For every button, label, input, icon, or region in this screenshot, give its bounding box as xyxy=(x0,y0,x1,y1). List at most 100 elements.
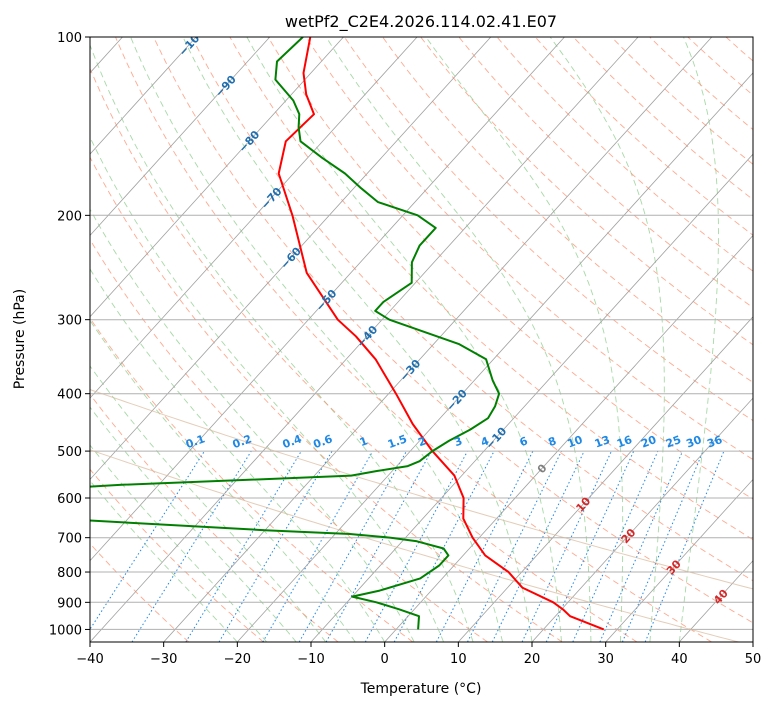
x-tick-label: −20 xyxy=(224,652,251,667)
mixing-ratio-line xyxy=(218,450,333,642)
y-axis-label: Pressure (hPa) xyxy=(12,289,28,389)
dry-adiabat-line xyxy=(90,393,339,642)
skewed-isotherms xyxy=(90,37,753,642)
mixing-ratio-lines xyxy=(90,450,725,642)
moist-adiabat-line xyxy=(325,37,592,642)
mixing-ratio-line xyxy=(545,450,635,642)
mixing-ratio-label: 25 xyxy=(664,433,683,450)
mixing-ratio-label: 2 xyxy=(416,434,428,449)
isotherm-line xyxy=(458,316,753,642)
temperature-profile-line xyxy=(277,37,605,631)
x-axis-ticks: −40 −30 −20 −10 0 10 20 30 40 50 xyxy=(76,642,761,667)
outer-adiabat-line xyxy=(90,389,753,590)
y-tick-label: 200 xyxy=(57,209,82,224)
outer-adiabat-line xyxy=(90,449,739,642)
dry-adiabat-line xyxy=(90,468,264,642)
mixing-ratio-line xyxy=(491,450,585,642)
x-tick-label: 10 xyxy=(450,652,467,667)
mixing-ratio-label: 30 xyxy=(684,433,703,451)
moist-adiabat-line xyxy=(425,37,624,642)
plot-area: −100−90−80−70−60−50−40−30−20−10010203040… xyxy=(90,37,753,642)
dry-adiabat-line xyxy=(90,542,190,642)
x-tick-label: 0 xyxy=(381,652,389,667)
mixing-ratio-line xyxy=(185,450,302,642)
isotherm-line xyxy=(90,37,492,481)
moist-adiabat-line xyxy=(90,444,268,642)
mixing-ratio-label: 1.5 xyxy=(386,432,409,451)
moist-adiabat-line xyxy=(90,319,356,642)
isotherm-line xyxy=(90,37,271,237)
y-tick-label: 900 xyxy=(57,596,82,611)
mixing-ratio-labels: 0.1 0.2 0.4 0.6 1 1.5 2 3 4 6 8 10 13 16 20 25 30 36 xyxy=(184,432,725,451)
dry-adiabat-line xyxy=(267,37,753,500)
isotherm-line xyxy=(90,37,639,642)
mixing-ratio-label: 1 xyxy=(358,434,370,449)
mixing-ratio-line xyxy=(364,450,468,642)
dry-adiabat-line xyxy=(305,37,753,461)
isotherm-line xyxy=(605,478,753,642)
isotherm-line xyxy=(90,37,565,562)
mixing-ratio-label: 0.1 xyxy=(184,432,207,451)
x-tick-label: −40 xyxy=(76,652,103,667)
mixing-ratio-label: 0.4 xyxy=(281,432,304,451)
y-tick-label: 300 xyxy=(57,314,82,329)
mixing-ratio-label: 0.6 xyxy=(312,432,335,451)
dry-adiabat-line xyxy=(90,156,563,642)
sounding-series xyxy=(90,37,605,631)
plot-frame xyxy=(89,36,754,643)
dry-adiabat-line xyxy=(191,37,753,582)
x-tick-label: 20 xyxy=(524,652,541,667)
x-tick-label: 30 xyxy=(597,652,614,667)
mixing-ratio-label: 8 xyxy=(546,434,558,449)
moist-adiabat-line xyxy=(130,37,503,642)
mixing-ratio-label: 13 xyxy=(593,433,612,450)
isotherm-line xyxy=(310,153,753,642)
y-tick-label: 1000 xyxy=(49,623,82,638)
mixing-ratio-line xyxy=(621,450,704,642)
mixing-ratio-label: 0.2 xyxy=(231,432,254,451)
y-tick-label: 700 xyxy=(57,532,82,547)
y-tick-label: 400 xyxy=(57,388,82,403)
mixing-ratio-label: 4 xyxy=(479,434,491,449)
moist-adiabat-line xyxy=(90,406,297,642)
x-tick-label: 40 xyxy=(671,652,688,667)
mixing-ratio-line xyxy=(467,450,562,642)
mixing-ratio-label: 16 xyxy=(615,433,634,451)
moist-adiabat-line xyxy=(549,37,665,642)
moist-adiabat-line xyxy=(90,136,445,642)
mixing-ratio-label: 20 xyxy=(639,433,658,451)
moist-adiabat-line xyxy=(90,268,386,642)
y-tick-label: 500 xyxy=(57,445,82,460)
mixing-ratio-line xyxy=(325,450,432,642)
y-tick-label: 100 xyxy=(57,31,82,46)
y-tick-label: 800 xyxy=(57,566,82,581)
dry-adiabats xyxy=(90,37,753,642)
mixing-ratio-line xyxy=(644,450,725,642)
y-axis-ticks: 100 200 300 400 500 600 700 800 900 1000 xyxy=(49,31,90,638)
mixing-ratio-line xyxy=(599,450,684,642)
moist-adiabat-line xyxy=(246,37,562,642)
isotherm-line xyxy=(90,37,197,155)
isotherm-line xyxy=(163,37,713,642)
mixing-ratio-label: 6 xyxy=(518,434,530,449)
mixing-ratio-line xyxy=(131,450,252,642)
mixing-ratio-line xyxy=(262,450,374,642)
mixing-ratio-label: 36 xyxy=(705,433,724,451)
isotherm-line xyxy=(90,37,418,399)
dry-adiabat-line xyxy=(90,238,488,642)
isotherm-line xyxy=(237,72,753,642)
x-tick-label: −30 xyxy=(150,652,177,667)
x-axis-label: Temperature (°C) xyxy=(360,681,482,697)
mixing-ratio-line xyxy=(521,450,612,642)
dry-adiabat-line xyxy=(458,37,753,309)
x-tick-label: −10 xyxy=(297,652,324,667)
moist-adiabat-line xyxy=(90,43,474,642)
mixing-ratio-line xyxy=(298,450,407,642)
pressure-gridlines xyxy=(90,37,753,630)
chart-title: wetPf2_C2E4.2026.114.02.41.E07 xyxy=(285,12,557,32)
isotherm-line xyxy=(90,37,344,318)
outer-adiabats xyxy=(90,389,753,642)
dry-adiabat-line xyxy=(115,37,712,642)
mixing-ratio-label: 10 xyxy=(566,433,585,451)
